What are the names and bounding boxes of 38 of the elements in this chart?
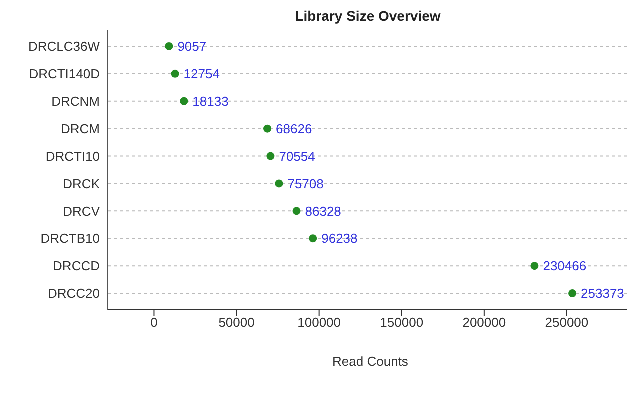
y-tick-label: DRCM [61,121,100,136]
x-tick-label: 200000 [462,315,506,330]
data-label: 86328 [305,204,342,219]
y-tick-label: DRCTI10 [46,148,100,164]
point [568,290,577,298]
point [292,207,301,216]
data-label: 96238 [322,231,358,246]
y-tick-label: DRCTB10 [40,231,100,246]
x-axis-title: Read Counts [332,354,409,369]
x-tick-label: 250000 [545,315,589,330]
point [171,70,180,78]
point [264,124,272,133]
x-tick-label: 100000 [298,315,342,330]
data-label: 18133 [192,94,229,109]
y-tick-label: DRCTI140D [29,66,100,82]
point [530,262,539,270]
data-label: 75708 [288,176,324,192]
x-tick-label: 150000 [380,315,424,330]
chart-title: Library Size Overview [294,8,442,24]
x-tick-label: 50000 [218,315,255,330]
data-label: 253373 [581,286,624,302]
point [275,180,284,188]
y-tick-label: DRCC20 [48,286,100,302]
point [309,234,318,243]
point [266,152,275,160]
point [165,42,174,50]
x-tick-label: 0 [150,315,158,330]
y-tick-label: DRCV [63,204,100,219]
data-label: 68626 [276,121,312,136]
y-tick-label: DRCK [63,176,100,192]
data-label: 70554 [279,148,316,164]
y-tick-label: DRCLC36W [28,39,101,54]
data-label: 230466 [543,258,587,274]
point [180,97,188,106]
data-label: 9057 [178,39,207,54]
y-tick-label: DRCCD [53,258,100,274]
data-label: 12754 [184,66,220,82]
y-tick-label: DRCNM [52,94,100,109]
